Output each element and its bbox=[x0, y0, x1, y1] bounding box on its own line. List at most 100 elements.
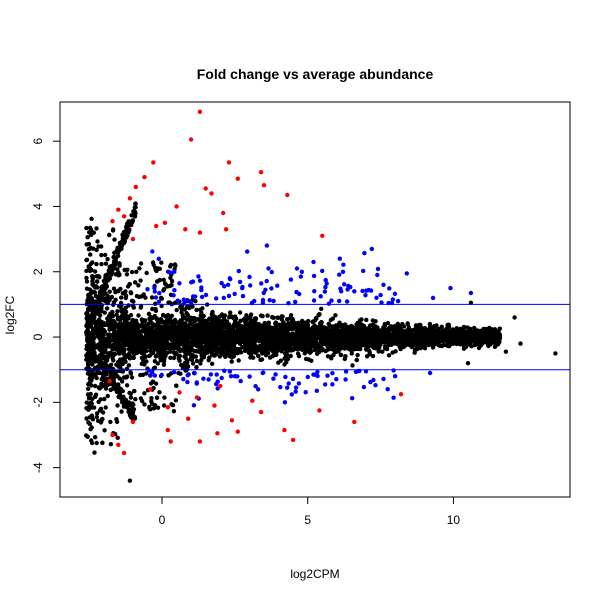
point-not-significant bbox=[96, 319, 101, 325]
point-not-significant bbox=[427, 321, 433, 327]
point-not-significant bbox=[93, 371, 99, 377]
point-not-significant bbox=[380, 349, 385, 354]
point-not-significant bbox=[405, 321, 410, 327]
point-not-significant bbox=[222, 317, 227, 322]
point-not-significant bbox=[391, 338, 397, 343]
point-not-significant bbox=[84, 416, 89, 421]
point-not-significant bbox=[205, 323, 210, 328]
point-not-significant bbox=[280, 314, 285, 319]
point-not-significant bbox=[290, 347, 296, 353]
point-not-significant bbox=[108, 442, 114, 447]
point-not-significant bbox=[119, 314, 124, 319]
point-not-significant bbox=[128, 371, 134, 376]
point-not-significant bbox=[190, 361, 196, 366]
point-not-significant bbox=[111, 358, 116, 363]
point-not-significant bbox=[495, 340, 500, 345]
point-not-significant bbox=[355, 346, 361, 352]
point-not-significant bbox=[469, 344, 474, 349]
point-not-significant bbox=[97, 333, 102, 339]
point-not-significant bbox=[129, 375, 135, 380]
point-not-significant bbox=[356, 322, 362, 327]
point-not-significant bbox=[111, 366, 116, 372]
point-not-significant bbox=[207, 343, 212, 349]
point-not-significant bbox=[384, 346, 390, 352]
point-not-significant bbox=[198, 313, 203, 318]
point-not-significant bbox=[98, 406, 104, 411]
point-not-significant bbox=[364, 354, 370, 359]
point-not-significant bbox=[105, 322, 110, 327]
point-not-significant bbox=[124, 272, 130, 277]
point-not-significant bbox=[300, 318, 305, 324]
point-not-significant bbox=[212, 314, 218, 320]
point-not-significant bbox=[266, 320, 271, 325]
point-not-significant bbox=[99, 346, 105, 352]
point-not-significant bbox=[86, 363, 91, 368]
point-not-significant bbox=[100, 350, 106, 356]
point-not-significant bbox=[84, 286, 90, 291]
point-not-significant bbox=[166, 315, 172, 321]
point-not-significant bbox=[308, 343, 313, 348]
point-not-significant bbox=[94, 261, 99, 267]
point-not-significant bbox=[492, 335, 497, 340]
point-not-significant bbox=[126, 303, 131, 308]
point-not-significant bbox=[120, 321, 125, 326]
point-not-significant bbox=[89, 229, 95, 235]
point-not-significant bbox=[103, 261, 109, 266]
point-not-significant bbox=[164, 345, 169, 350]
point-not-significant bbox=[439, 324, 444, 329]
point-not-significant bbox=[337, 328, 342, 334]
point-not-significant bbox=[172, 324, 177, 329]
point-not-significant bbox=[115, 309, 120, 314]
point-not-significant bbox=[171, 409, 177, 414]
point-not-significant bbox=[329, 346, 334, 352]
point-not-significant bbox=[170, 402, 176, 408]
point-not-significant bbox=[202, 318, 208, 324]
point-not-significant bbox=[450, 327, 456, 332]
point-not-significant bbox=[142, 362, 147, 367]
point-not-significant bbox=[180, 316, 186, 321]
point-not-significant bbox=[126, 363, 132, 368]
point-not-significant bbox=[164, 350, 170, 356]
point-not-significant bbox=[279, 349, 284, 354]
point-not-significant bbox=[86, 247, 92, 252]
point-not-significant bbox=[497, 326, 502, 331]
point-not-significant bbox=[313, 345, 318, 351]
point-not-significant bbox=[364, 347, 369, 352]
point-not-significant bbox=[113, 290, 118, 295]
point-not-significant bbox=[88, 298, 93, 303]
point-not-significant bbox=[128, 395, 134, 400]
point-not-significant bbox=[84, 400, 90, 405]
point-not-significant bbox=[100, 416, 105, 422]
point-not-significant bbox=[185, 304, 190, 309]
point-not-significant bbox=[149, 396, 154, 401]
point-not-significant bbox=[149, 295, 155, 300]
point-not-significant bbox=[88, 400, 94, 405]
point-not-significant bbox=[107, 332, 112, 337]
point-not-significant bbox=[328, 317, 334, 323]
point-not-significant bbox=[440, 331, 445, 336]
point-not-significant bbox=[89, 440, 95, 446]
point-not-significant bbox=[166, 373, 171, 378]
point-not-significant bbox=[436, 341, 441, 347]
point-not-significant bbox=[103, 252, 108, 258]
point-not-significant bbox=[92, 283, 97, 289]
point-not-significant bbox=[84, 257, 89, 263]
point-not-significant bbox=[90, 274, 96, 279]
point-not-significant bbox=[192, 348, 197, 354]
point-not-significant bbox=[194, 358, 200, 364]
point-not-significant bbox=[184, 349, 189, 354]
point-not-significant bbox=[117, 304, 123, 309]
point-not-significant bbox=[207, 355, 212, 360]
point-not-significant bbox=[288, 353, 293, 359]
point-not-significant bbox=[132, 388, 137, 394]
point-not-significant bbox=[84, 225, 89, 231]
point-not-significant bbox=[197, 342, 203, 348]
point-not-significant bbox=[94, 411, 100, 416]
point-not-significant bbox=[296, 353, 302, 359]
point-not-significant bbox=[294, 346, 299, 352]
point-not-significant bbox=[136, 283, 141, 288]
point-not-significant bbox=[84, 357, 89, 362]
point-not-significant bbox=[168, 355, 173, 360]
point-not-significant bbox=[138, 278, 143, 283]
point-not-significant bbox=[168, 320, 174, 326]
